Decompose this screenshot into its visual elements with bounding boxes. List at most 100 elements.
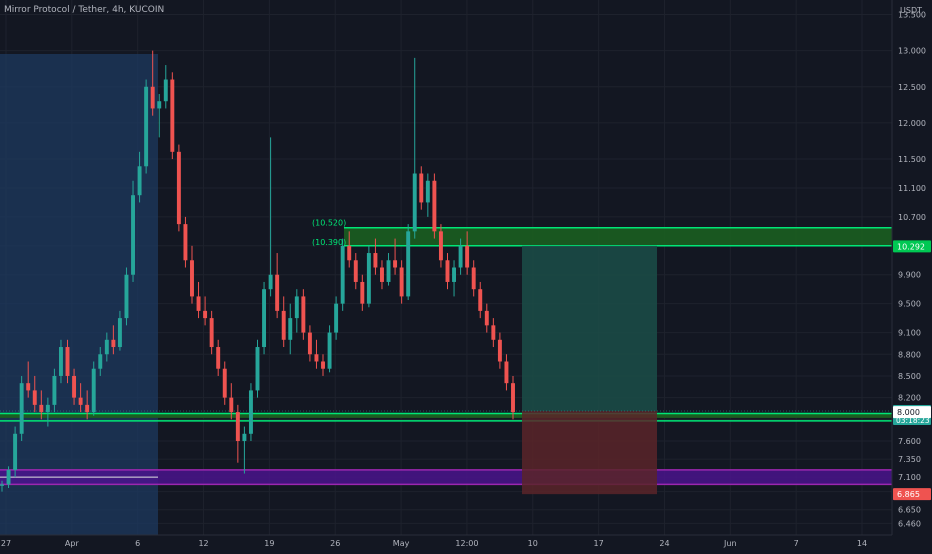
candle-body (478, 289, 483, 311)
price-tick-label: 10.700 (898, 213, 926, 222)
price-tag-bg (893, 406, 931, 419)
candle-body (26, 383, 31, 391)
level-annotations: (10.520) (10.390) (312, 219, 346, 247)
candle-body (104, 339, 109, 355)
position-target-zone[interactable] (522, 245, 657, 412)
candle-body (432, 180, 437, 232)
price-tick-label: 8.500 (898, 372, 921, 381)
support-zone[interactable] (0, 413, 892, 418)
candle-body (39, 404, 44, 413)
candle-body (406, 231, 411, 297)
candle-body (72, 375, 77, 398)
candle-body (65, 347, 70, 376)
price-tick-label: 11.100 (898, 184, 926, 193)
position-stop-zone[interactable] (522, 411, 657, 495)
candle-body (347, 245, 352, 261)
candle-body (144, 86, 149, 167)
price-tick-label: 12.000 (898, 119, 926, 128)
candle-body (497, 339, 502, 362)
candle-body (222, 368, 227, 398)
candle-body (399, 267, 404, 297)
candle-body (465, 245, 470, 268)
purple-zone[interactable] (0, 469, 892, 485)
candle-body (150, 86, 155, 109)
candle-body (340, 245, 345, 304)
time-tick-label: 19 (264, 539, 274, 548)
candle-body (0, 484, 4, 486)
price-tag-value: 10.292 (897, 242, 925, 251)
time-tick-label: Apr (65, 539, 80, 548)
candle-body (209, 318, 214, 348)
candle-body (91, 368, 96, 413)
time-tick-label: 12 (198, 539, 208, 548)
candle-body (353, 260, 358, 282)
time-tick-label: 12:00 (455, 539, 478, 548)
candle-body (452, 267, 457, 282)
candle-body (45, 404, 50, 413)
candle-body (52, 375, 57, 405)
date-range-highlight[interactable] (0, 54, 158, 535)
candle-body (248, 390, 253, 434)
drawing-zones[interactable] (0, 54, 892, 535)
candle-body (268, 274, 273, 290)
candle-body (275, 274, 280, 311)
candle-body (321, 361, 325, 369)
candle-body (98, 354, 103, 369)
candle-body (412, 173, 417, 232)
candle-body (511, 383, 515, 413)
candle-body (13, 433, 18, 470)
candle-body (216, 347, 221, 369)
price-tick-label: 11.500 (898, 155, 926, 164)
candle-body (314, 354, 319, 362)
candle-body (425, 180, 430, 203)
candle-body (131, 195, 135, 275)
price-tick-label: 7.600 (898, 437, 921, 446)
candle-body (484, 310, 489, 326)
time-tick-label: 24 (659, 539, 669, 548)
price-tick-label: 9.900 (898, 271, 921, 280)
price-tick-label: 13.500 (898, 10, 926, 19)
candle-body (190, 260, 194, 297)
candle-body (183, 224, 188, 261)
time-tick-label: May (393, 539, 410, 548)
time-axis[interactable]: 27 Apr 6 12 19 26 May 12:00 10 17 24 Jun 7 14 (0, 534, 892, 548)
candle-body (504, 361, 509, 384)
level-label-upper: (10.520) (312, 219, 346, 228)
candle-body (301, 296, 306, 333)
price-tick-label: 9.100 (898, 329, 921, 338)
candle-body (445, 260, 450, 282)
price-tick-label: 6.460 (898, 519, 921, 528)
currency-label: USDT (900, 6, 922, 15)
candle-body (19, 383, 24, 434)
candle-body (373, 253, 378, 268)
candle-body (327, 332, 332, 369)
candle-body (111, 339, 116, 348)
price-tag-countdown: 03:18:23 (896, 416, 930, 425)
candle-body (386, 260, 391, 282)
candle-body (196, 296, 201, 311)
candle-body (170, 79, 175, 152)
price-tag-value: 8.000 (897, 408, 920, 417)
resistance-zone[interactable] (344, 227, 892, 246)
candle-body (334, 303, 339, 333)
candle-body (242, 433, 247, 442)
price-tick-label: 7.350 (898, 455, 921, 464)
candle-body (255, 347, 260, 391)
candle-body (229, 397, 234, 413)
level-label-lower: (10.390) (312, 238, 346, 247)
candle-body (203, 310, 208, 319)
price-tick-label: 7.100 (898, 473, 921, 482)
time-tick-label: 10 (528, 539, 538, 548)
price-tag-bg (893, 488, 931, 501)
candle-body (281, 310, 286, 340)
price-tick-label: 6.650 (898, 506, 921, 515)
candle-body (491, 325, 496, 340)
candle-body (163, 79, 168, 102)
price-tick-label: 9.500 (898, 300, 921, 309)
time-tick-label: 26 (330, 539, 340, 548)
time-tick-label: Jun (723, 539, 737, 548)
time-tick-label: 27 (1, 539, 11, 548)
